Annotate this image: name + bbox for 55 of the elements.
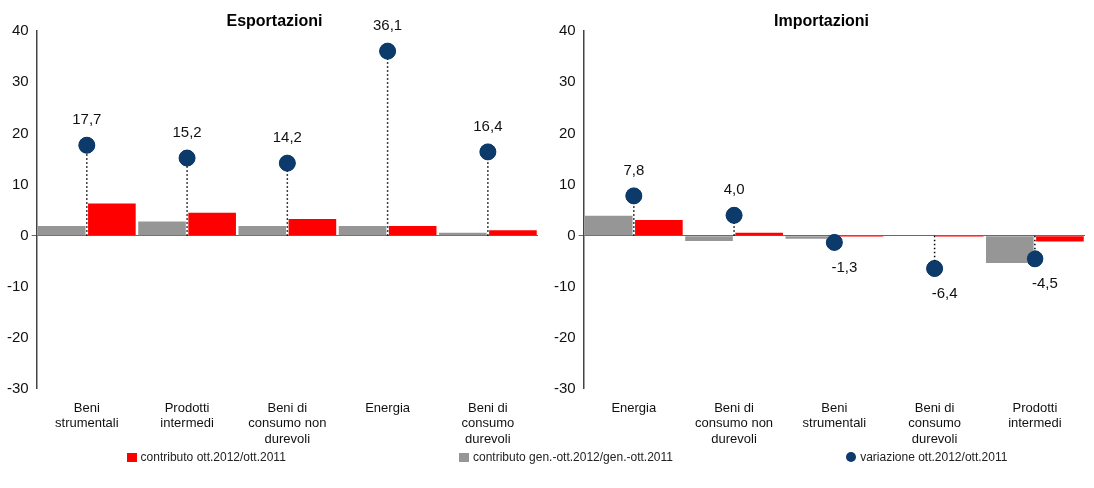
y-tick-label: -20 (553, 328, 576, 346)
x-tick-label: Prodotti intermedi (1008, 399, 1062, 431)
y-tick-label: -10 (6, 277, 29, 295)
x-tick-label: Prodotti intermedi (160, 399, 214, 431)
data-label: -1,3 (831, 258, 858, 276)
bar (238, 226, 287, 236)
bar (338, 226, 387, 236)
data-label: 14,2 (272, 127, 302, 145)
chart-title: Importazioni (773, 12, 870, 30)
bar (685, 236, 733, 241)
bar (138, 221, 186, 236)
bar (388, 226, 437, 236)
legend-label: contributo gen.-ott.2012/gen.-ott.2011 (473, 450, 673, 464)
y-tick-label: -30 (553, 379, 576, 397)
data-label: -6,4 (931, 284, 958, 302)
data-label: 17,7 (72, 109, 102, 127)
bar (37, 226, 86, 236)
x-tick-label: Beni di consumo durevoli (908, 399, 961, 446)
y-tick-label: 10 (11, 174, 29, 192)
chart-title: Esportazioni (226, 12, 323, 30)
bar (88, 203, 136, 236)
legend-label: variazione ott.2012/ott.2011 (860, 450, 1008, 464)
y-tick-label: 30 (558, 72, 576, 90)
x-tick-label: Beni strumentali (55, 399, 119, 431)
y-tick-label: 20 (11, 123, 29, 141)
y-tick-label: 40 (11, 21, 29, 39)
data-label: -4,5 (1031, 274, 1058, 292)
x-tick-label: Beni di consumo non durevoli (248, 399, 327, 446)
y-tick-label: 10 (558, 174, 576, 192)
y-tick-label: 0 (20, 225, 29, 243)
x-tick-label: Energia (611, 399, 657, 415)
bar (1036, 236, 1084, 242)
bar (288, 218, 337, 236)
data-label: 16,4 (473, 116, 503, 134)
y-tick-label: -30 (6, 379, 29, 397)
x-tick-label: Beni di consumo durevoli (461, 399, 515, 446)
x-tick-label: Energia (365, 399, 411, 415)
data-label: 36,1 (373, 15, 403, 33)
x-tick-label: Beni di consumo non durevoli (695, 399, 774, 446)
y-tick-label: 40 (558, 21, 576, 39)
bar (489, 230, 537, 236)
y-tick-label: -10 (553, 277, 576, 295)
y-tick-label: 30 (11, 72, 29, 90)
y-tick-label: 20 (558, 123, 576, 141)
data-label: 4,0 (723, 179, 745, 197)
y-tick-label: -20 (6, 328, 29, 346)
bar (635, 219, 683, 236)
data-label: 7,8 (623, 160, 645, 178)
bar (188, 212, 236, 236)
legend-label: contributo ott.2012/ott.2011 (140, 450, 286, 464)
x-tick-label: Beni strumentali (802, 399, 867, 431)
y-tick-label: 0 (567, 225, 576, 243)
data-label: 15,2 (172, 122, 202, 140)
bar (584, 215, 633, 236)
bar (985, 236, 1034, 263)
